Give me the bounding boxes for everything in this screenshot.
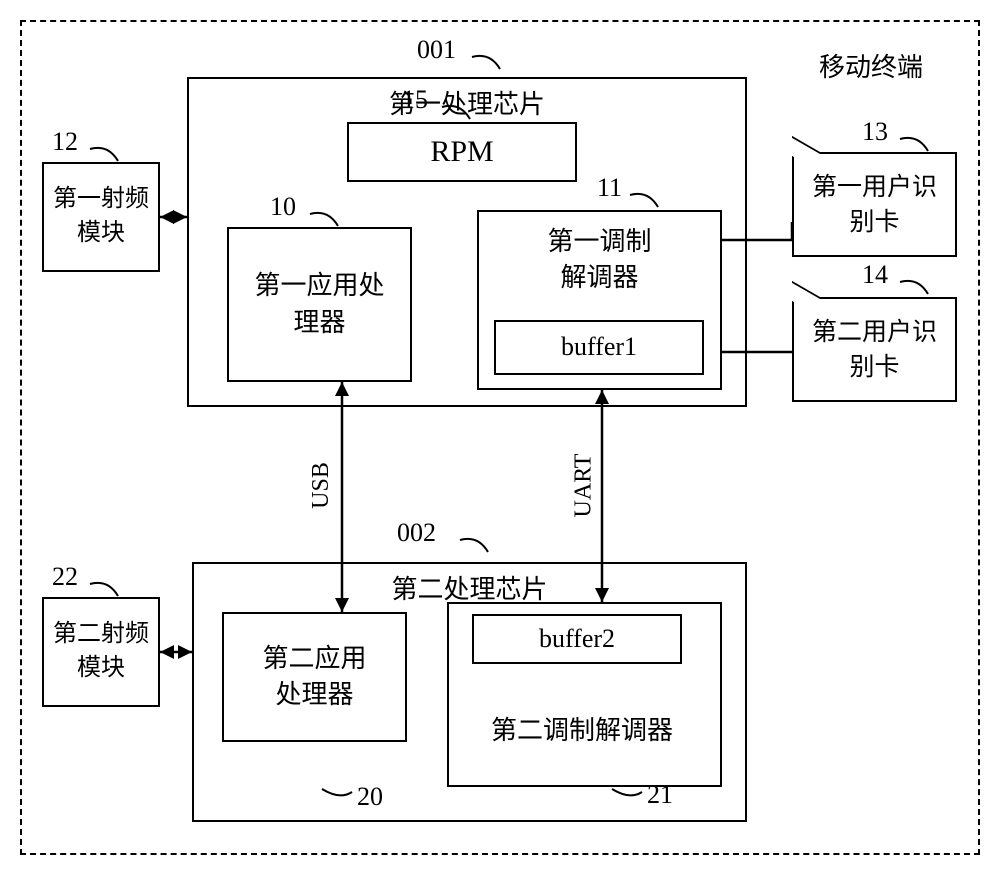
- rf1-box: 第一射频 模块: [42, 162, 160, 272]
- ref-12: 12: [52, 127, 78, 157]
- chip1-modem-label: 第一调制 解调器: [547, 224, 651, 297]
- chip1-buffer-label: buffer1: [561, 329, 637, 365]
- rpm-label: RPM: [430, 131, 493, 173]
- sim1-box: 第一用户识 别卡: [792, 152, 957, 257]
- chip1-buffer-box: buffer1: [494, 320, 704, 375]
- sim1-label: 第一用户识 别卡: [812, 170, 937, 240]
- sim2-box: 第二用户识 别卡: [792, 297, 957, 402]
- ref-001: 001: [417, 35, 456, 65]
- rf2-box: 第二射频 模块: [42, 597, 160, 707]
- ref-11: 11: [597, 173, 622, 203]
- chip2-ap-box: 第二应用 处理器: [222, 612, 407, 742]
- usb-label: USB: [308, 462, 335, 509]
- rf1-label: 第一射频 模块: [53, 183, 149, 250]
- ref-15: 15: [402, 85, 428, 115]
- ref-13: 13: [862, 117, 888, 147]
- sim2-label: 第二用户识 别卡: [812, 315, 937, 385]
- ref-002: 002: [397, 518, 436, 548]
- rf2-label: 第二射频 模块: [53, 618, 149, 685]
- chip2-buffer-label: buffer2: [539, 621, 615, 657]
- ref-14: 14: [862, 260, 888, 290]
- chip1-ap-label: 第一应用处 理器: [254, 268, 384, 341]
- chip2-modem-label: 第二调制解调器: [467, 710, 697, 747]
- terminal-label: 移动终端: [819, 47, 923, 84]
- rpm-box: RPM: [347, 122, 577, 182]
- ref-22: 22: [52, 562, 78, 592]
- ref-20: 20: [357, 782, 383, 812]
- chip1-ap-box: 第一应用处 理器: [227, 227, 412, 382]
- chip2-ap-label: 第二应用 处理器: [262, 641, 366, 714]
- chip2-buffer-box: buffer2: [472, 614, 682, 664]
- ref-21: 21: [647, 780, 673, 810]
- mobile-terminal-boundary: 移动终端 001 第一处理芯片 15 RPM 10 第一应用处 理器 11 第一…: [20, 20, 980, 855]
- ref-10: 10: [270, 192, 296, 222]
- uart-label: UART: [570, 454, 597, 518]
